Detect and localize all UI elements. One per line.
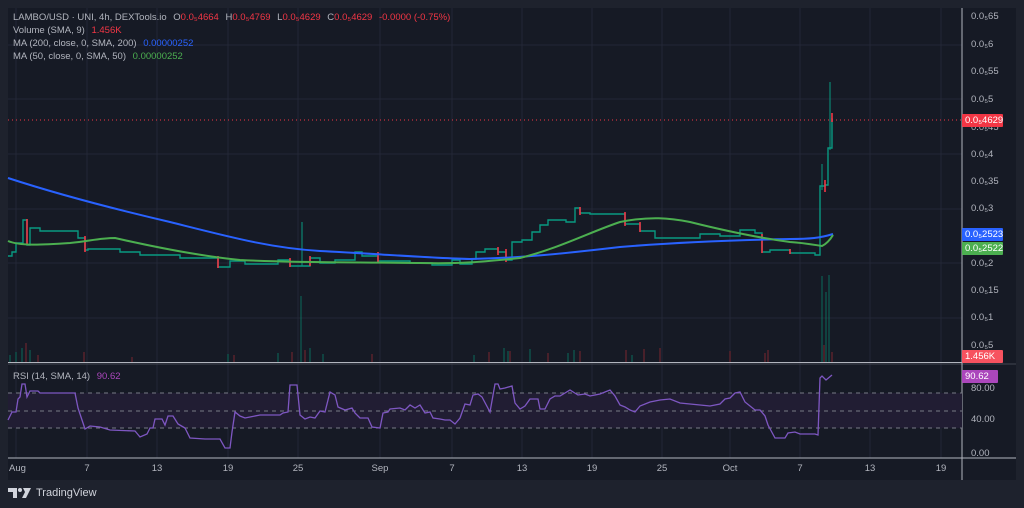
price-tick: 0.0₅15 — [971, 285, 999, 296]
ohlc-change: -0.0000 (-0.75%) — [378, 12, 451, 23]
last-price-tag: 0.0₅4629 — [962, 114, 1003, 127]
price-tick: 0.0₅45 — [971, 122, 999, 133]
volume-tag: 1.456K — [962, 350, 1003, 363]
price-candles-up — [8, 118, 833, 268]
grid — [8, 8, 962, 458]
tradingview-logo[interactable]: TradingView — [8, 487, 97, 499]
ma50-tag: 0.0₅2522 — [962, 242, 1003, 255]
time-tick: 7 — [84, 463, 90, 474]
price-tick: 0.0₅1 — [971, 312, 994, 323]
price-tick: 0.0₅55 — [971, 66, 999, 77]
ma200-value: 0.00000252 — [143, 38, 194, 49]
ma50-line — [7, 217, 834, 265]
time-tick: Oct — [722, 463, 738, 474]
legend-rsi[interactable]: RSI (14, SMA, 14) 90.62 — [13, 371, 121, 383]
ma200-tag: 0.0₅2523 — [962, 228, 1003, 241]
ohlc-high: 0.0₅4769 — [232, 12, 271, 23]
rsi-tick: 0.00 — [971, 448, 990, 459]
ohlc-close: 0.0₅4629 — [334, 12, 373, 23]
symbol-title: LAMBO/USD · UNI, 4h, DEXTools.io — [13, 12, 167, 23]
time-tick: 25 — [292, 463, 304, 474]
tradingview-logo-icon — [8, 488, 31, 498]
ma50-label: MA (50, close, 0, SMA, 50) — [13, 51, 126, 62]
volume-label: Volume (SMA, 9) — [13, 25, 85, 36]
rsi-label: RSI (14, SMA, 14) — [13, 371, 91, 382]
time-tick: 7 — [449, 463, 455, 474]
time-tick: 13 — [516, 463, 528, 474]
rsi-line — [7, 374, 833, 449]
ohlc-low: 0.0₅4629 — [282, 12, 321, 23]
time-tick: 25 — [656, 463, 668, 474]
price-tick: 0.0₅5 — [971, 340, 994, 351]
price-tick: 0.0₅6 — [971, 39, 994, 50]
price-tick: 0.0₅5 — [971, 94, 994, 105]
time-tick: Sep — [371, 463, 389, 474]
ohlc-open-label: O — [173, 12, 181, 23]
volume-bars — [9, 275, 833, 362]
ma50-value: 0.00000252 — [132, 51, 183, 62]
rsi-tick: 40.00 — [971, 414, 995, 425]
ohlc-close-label: C — [327, 12, 335, 23]
price-tick: 0.0₅65 — [971, 11, 999, 22]
rsi-bands — [8, 392, 962, 429]
legend-volume[interactable]: Volume (SMA, 9) 1.456K — [13, 25, 122, 37]
rsi-tick: 80.00 — [971, 383, 995, 394]
ohlc-open: 0.0₅4664 — [180, 12, 219, 23]
volume-value: 1.456K — [91, 25, 122, 36]
legend-symbol[interactable]: LAMBO/USD · UNI, 4h, DEXTools.io O0.0₅46… — [13, 12, 450, 24]
legend-ma50[interactable]: MA (50, close, 0, SMA, 50) 0.00000252 — [13, 51, 183, 63]
price-tick: 0.0₅35 — [971, 176, 999, 187]
ma200-line — [7, 177, 834, 261]
price-tick: 0.0₅3 — [971, 203, 994, 214]
time-tick: 13 — [151, 463, 163, 474]
legend-ma200[interactable]: MA (200, close, 0, SMA, 200) 0.00000252 — [13, 38, 193, 50]
ohlc-high-label: H — [225, 12, 233, 23]
rsi-value: 90.62 — [96, 371, 121, 382]
time-tick: 19 — [935, 463, 947, 474]
ohlc-low-label: L — [277, 12, 283, 23]
tradingview-brand: TradingView — [36, 487, 97, 499]
time-tick: 7 — [797, 463, 803, 474]
time-tick: 13 — [864, 463, 876, 474]
ma200-label: MA (200, close, 0, SMA, 200) — [13, 38, 137, 49]
price-tick: 0.0₅2 — [971, 258, 994, 269]
time-tick: Aug — [9, 463, 26, 474]
time-tick: 19 — [222, 463, 234, 474]
rsi-tag: 90.62 — [962, 370, 998, 383]
time-tick: 19 — [586, 463, 598, 474]
price-tick: 0.0₅4 — [971, 149, 994, 160]
price-wicks — [301, 82, 831, 266]
